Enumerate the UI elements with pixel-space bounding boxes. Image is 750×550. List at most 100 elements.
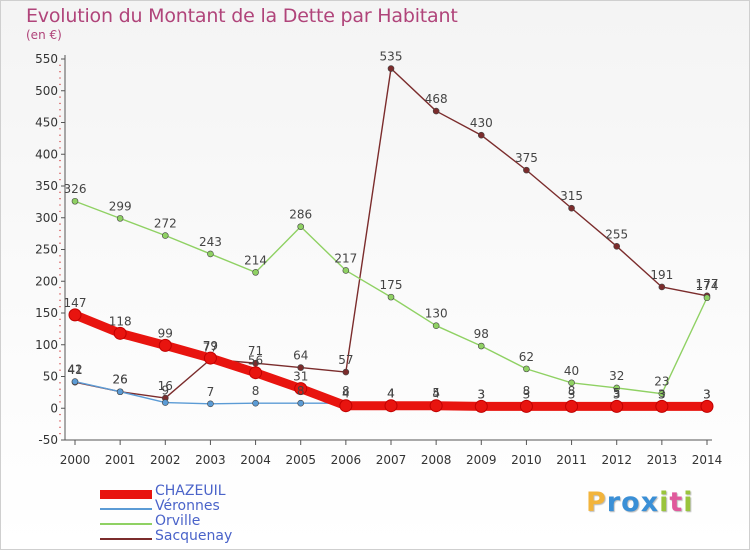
- y-minor-tick: [59, 420, 61, 422]
- legend-swatch: [100, 538, 152, 540]
- data-label-chazeuil: 3: [658, 387, 666, 401]
- y-minor-tick: [59, 109, 61, 111]
- y-minor-tick: [59, 223, 61, 225]
- y-minor-tick: [59, 102, 61, 105]
- data-label-véronnes: 3: [477, 387, 485, 401]
- y-minor-tick: [59, 147, 61, 149]
- data-label-orville: 243: [199, 235, 222, 249]
- data-point-chazeuil: [655, 399, 669, 413]
- data-point-sacquenay: [568, 204, 575, 212]
- y-minor-tick: [59, 318, 61, 321]
- data-point-sacquenay: [658, 283, 666, 291]
- data-label-chazeuil: 79: [203, 339, 218, 353]
- y-minor-tick: [59, 426, 61, 428]
- y-tick-label: 450: [35, 116, 58, 130]
- data-point-chazeuil: [113, 326, 127, 340]
- chart-title: Evolution du Montant de la Dette par Hab…: [26, 5, 458, 27]
- data-label-véronnes: 8: [523, 384, 531, 398]
- data-label-chazeuil: 118: [109, 314, 132, 328]
- data-point-chazeuil: [700, 399, 714, 413]
- y-tick-label: 250: [35, 243, 58, 257]
- data-point-chazeuil: [610, 399, 624, 413]
- data-point-chazeuil: [158, 338, 172, 352]
- data-label-chazeuil: 99: [158, 326, 173, 340]
- x-tick-label: 2013: [647, 453, 678, 467]
- y-minor-tick: [59, 229, 61, 232]
- data-point-orville: [477, 342, 485, 350]
- y-minor-tick: [59, 172, 61, 174]
- x-tick-label: 2004: [240, 453, 271, 467]
- y-tick-label: -50: [38, 433, 58, 447]
- y-tick-label: 300: [35, 211, 58, 225]
- y-minor-tick: [59, 331, 61, 333]
- data-label-sacquenay: 535: [380, 50, 403, 64]
- data-label-véronnes: 3: [703, 387, 711, 401]
- y-minor-tick: [59, 77, 61, 79]
- y-tick-label: 0: [50, 401, 58, 415]
- data-label-orville: 98: [474, 327, 489, 341]
- legend-swatch: [100, 523, 152, 525]
- y-minor-tick: [59, 299, 61, 301]
- y-minor-tick: [59, 337, 61, 340]
- data-label-véronnes: 7: [207, 385, 215, 399]
- data-point-orville: [568, 379, 575, 387]
- y-minor-tick: [59, 363, 61, 365]
- y-minor-tick: [59, 388, 61, 390]
- data-label-sacquenay: 41: [67, 363, 82, 377]
- data-label-véronnes: 42: [67, 363, 82, 377]
- data-point-orville: [387, 293, 395, 301]
- y-tick-label: 50: [43, 370, 58, 384]
- y-minor-tick: [59, 369, 61, 371]
- data-point-orville: [161, 232, 169, 239]
- data-label-orville: 272: [154, 217, 177, 231]
- data-label-orville: 326: [64, 182, 87, 196]
- data-point-orville: [252, 269, 259, 276]
- data-label-sacquenay: 177: [696, 277, 719, 291]
- data-point-véronnes: [116, 388, 124, 396]
- data-label-sacquenay: 430: [470, 116, 493, 130]
- data-point-chazeuil: [429, 399, 443, 413]
- data-label-sacquenay: 315: [560, 189, 583, 203]
- x-tick-label: 2012: [601, 453, 632, 467]
- data-point-sacquenay: [297, 364, 305, 371]
- data-point-véronnes: [71, 378, 79, 385]
- data-label-orville: 175: [380, 278, 403, 292]
- y-tick-label: 550: [35, 52, 58, 66]
- y-minor-tick: [59, 140, 61, 143]
- data-point-chazeuil: [384, 399, 398, 413]
- data-point-sacquenay: [523, 166, 530, 174]
- data-label-orville: 130: [425, 307, 448, 321]
- data-point-sacquenay: [477, 131, 485, 139]
- logo-letter: i: [659, 487, 670, 518]
- data-label-orville: 174: [696, 279, 719, 293]
- logo-letter: P: [586, 487, 607, 518]
- y-minor-tick: [59, 293, 61, 295]
- data-label-chazeuil: 3: [568, 387, 576, 401]
- data-label-véronnes: 26: [113, 373, 128, 387]
- x-tick-label: 2000: [60, 453, 91, 467]
- logo-letter: o: [621, 487, 641, 518]
- data-label-véronnes: 8: [297, 384, 305, 398]
- y-minor-tick: [59, 274, 61, 276]
- y-minor-tick: [59, 432, 61, 435]
- data-point-orville: [432, 322, 440, 330]
- data-point-sacquenay: [432, 107, 440, 115]
- data-point-orville: [297, 223, 305, 230]
- data-label-orville: 40: [564, 364, 579, 378]
- legend-label: Orville: [155, 513, 201, 529]
- y-tick-label: 150: [35, 306, 58, 320]
- data-point-véronnes: [252, 399, 259, 407]
- logo-letter: r: [606, 487, 622, 518]
- y-minor-tick: [59, 394, 61, 397]
- data-label-véronnes: 8: [342, 384, 350, 398]
- data-point-chazeuil: [565, 399, 579, 413]
- data-label-chazeuil: 147: [64, 296, 87, 310]
- proxiti-logo: Proxiti: [586, 487, 694, 518]
- data-point-véronnes: [297, 399, 305, 407]
- y-minor-tick: [59, 255, 61, 257]
- data-label-sacquenay: 64: [293, 349, 308, 363]
- y-minor-tick: [59, 305, 61, 308]
- logo-letter: x: [640, 487, 660, 518]
